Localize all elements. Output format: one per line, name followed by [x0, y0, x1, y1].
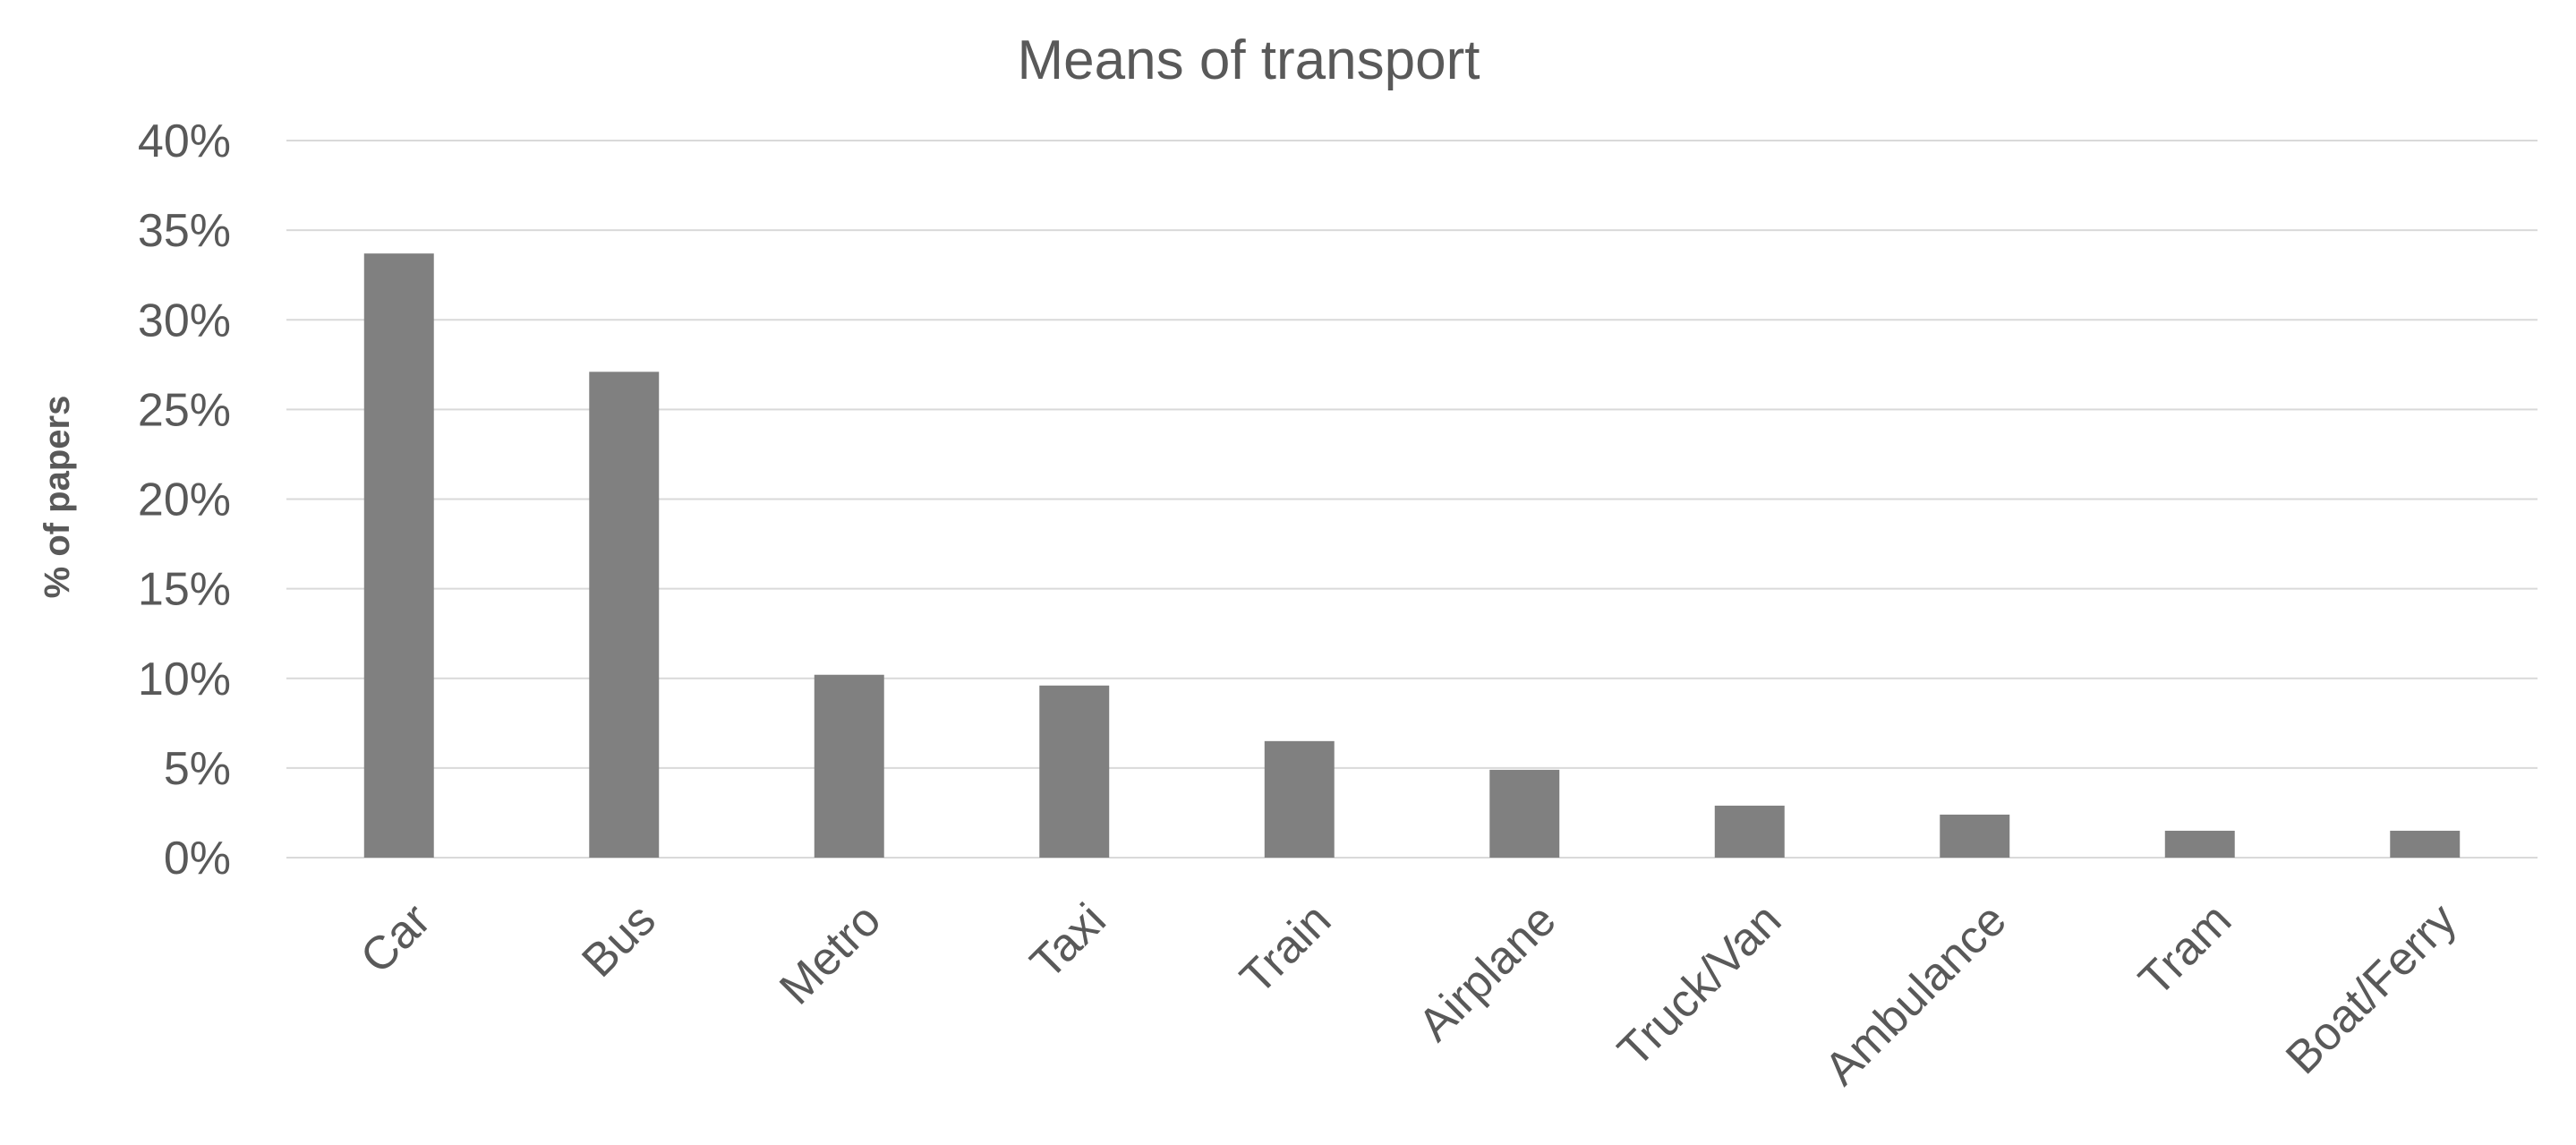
- bar-truck-van: [1714, 805, 1785, 858]
- bar-car: [363, 253, 434, 859]
- y-tick-label: 40%: [138, 115, 231, 167]
- bar-boat-ferry: [2390, 830, 2461, 858]
- bar-metro: [814, 674, 884, 858]
- y-tick-label: 25%: [138, 384, 231, 436]
- x-axis-ticks: Car Bus Metro Taxi Train Airplane Truck/Van Amb…: [351, 893, 2467, 1095]
- y-axis-label: % of papers: [38, 396, 77, 599]
- x-tick-label: Car: [351, 893, 440, 983]
- y-tick-label: 30%: [138, 295, 231, 346]
- y-tick-label: 10%: [138, 654, 231, 705]
- y-tick-label: 0%: [164, 833, 231, 884]
- x-tick-label: Airplane: [1409, 893, 1566, 1051]
- y-tick-label: 15%: [138, 564, 231, 616]
- bar-bus: [589, 372, 660, 858]
- x-tick-label: Truck/Van: [1608, 893, 1791, 1076]
- y-tick-label: 5%: [164, 743, 231, 795]
- x-tick-label: Metro: [770, 893, 891, 1014]
- gridlines: [286, 140, 2538, 859]
- y-tick-label: 20%: [138, 474, 231, 526]
- bar-train: [1264, 740, 1335, 858]
- x-tick-label: Tram: [2129, 893, 2241, 1005]
- bar-taxi: [1039, 685, 1110, 858]
- bar-airplane: [1489, 769, 1560, 858]
- y-axis-ticks: 0% 5% 10% 15% 20% 25% 30% 35% 40%: [138, 115, 231, 884]
- y-tick-label: 35%: [138, 205, 231, 257]
- bar-tram: [2164, 830, 2235, 858]
- x-tick-label: Boat/Ferry: [2276, 893, 2467, 1084]
- bars: [363, 253, 2461, 859]
- x-tick-label: Train: [1231, 893, 1341, 1004]
- chart-title: Means of transport: [1018, 30, 1480, 91]
- x-tick-label: Taxi: [1020, 893, 1115, 988]
- x-tick-label: Ambulance: [1815, 893, 2017, 1095]
- x-tick-label: Bus: [572, 893, 665, 987]
- bar-ambulance: [1940, 814, 2010, 858]
